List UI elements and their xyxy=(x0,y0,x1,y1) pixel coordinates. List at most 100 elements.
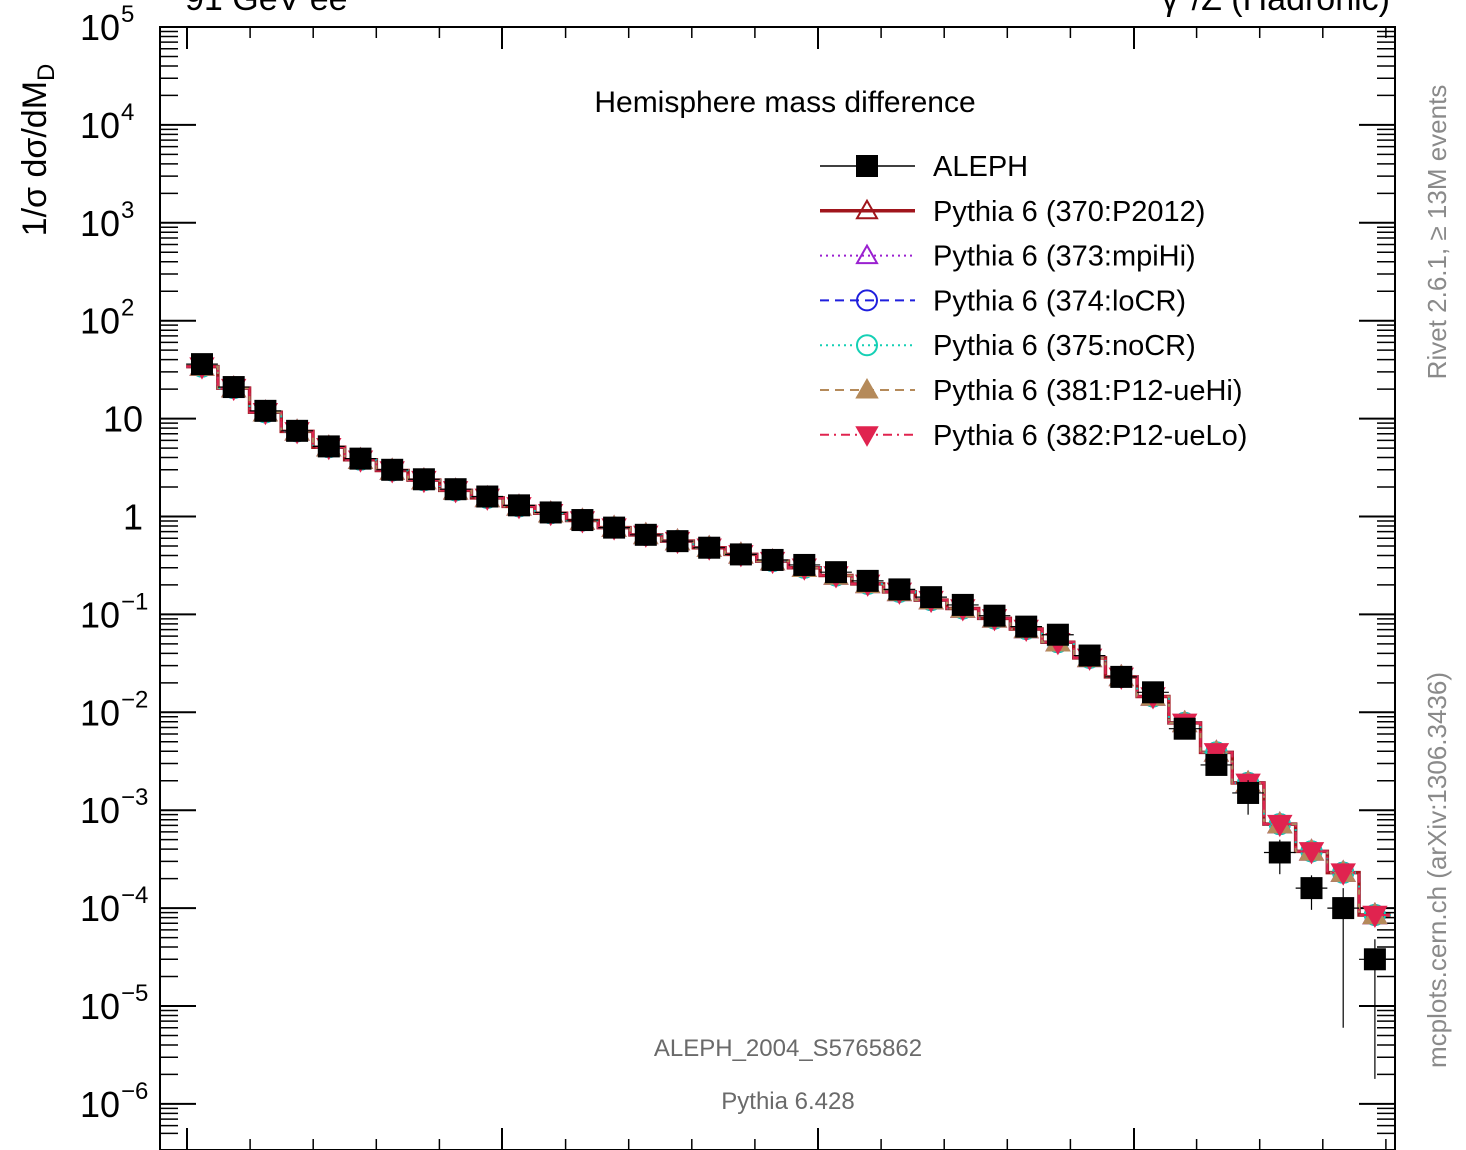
data-point xyxy=(1110,665,1133,688)
y-tick-exponent: −5 xyxy=(121,980,148,1007)
generator-note: Pythia 6.428 xyxy=(721,1088,854,1115)
legend-label: Pythia 6 (370:P2012) xyxy=(933,196,1205,228)
legend-marker xyxy=(855,198,879,220)
legend-marker xyxy=(855,426,879,447)
data-point xyxy=(793,553,816,576)
legend-marker xyxy=(855,243,879,265)
data-point xyxy=(1046,623,1069,646)
legend-marker xyxy=(856,155,878,177)
legend-entry: Pythia 6 (375:noCR) xyxy=(820,330,1196,362)
data-point xyxy=(1237,781,1260,804)
legend-label: Pythia 6 (374:loCR) xyxy=(933,285,1186,317)
data-point xyxy=(1362,905,1388,929)
y-tick-exponent: 2 xyxy=(121,295,134,322)
y-tick-label: 10 xyxy=(80,790,120,831)
data-point xyxy=(856,569,879,592)
legend-entry: Pythia 6 (370:P2012) xyxy=(820,196,1205,228)
data-point xyxy=(634,523,657,546)
legend-marker xyxy=(856,289,878,312)
data-point xyxy=(444,478,467,501)
y-tick-label: 10 xyxy=(80,203,120,244)
header-left-text: 91 GeV ee xyxy=(185,0,348,18)
data-point xyxy=(317,435,340,458)
data-point xyxy=(1268,841,1291,864)
data-point xyxy=(983,604,1006,627)
data-point xyxy=(1300,877,1323,900)
data-point xyxy=(476,485,499,508)
legend-label: Pythia 6 (373:mpiHi) xyxy=(933,241,1196,273)
y-tick-exponent: 4 xyxy=(121,99,134,126)
data-point xyxy=(1298,842,1325,865)
data-point xyxy=(1205,753,1228,776)
data-point xyxy=(729,543,752,566)
data-point xyxy=(508,494,530,517)
series-0 xyxy=(186,353,1391,1079)
data-point xyxy=(381,458,404,481)
legend-entry: Pythia 6 (381:P12-ueHi) xyxy=(820,375,1243,407)
data-point xyxy=(1363,948,1386,971)
legend-entry: ALEPH xyxy=(820,151,1028,183)
side-text-bottom: mcplots.cern.ch (arXiv:1306.3436) xyxy=(1422,672,1452,1068)
data-point xyxy=(951,593,974,616)
data-point xyxy=(761,548,784,571)
data-point xyxy=(286,419,309,442)
plot-frame xyxy=(159,26,1396,1150)
legend: ALEPH Pythia 6 (370:P2012) Pythia 6 (373:m… xyxy=(820,151,1247,452)
axis-ticks xyxy=(160,26,1395,1150)
y-tick-label: 10 xyxy=(80,594,120,635)
y-tick-label: 10 xyxy=(80,692,120,733)
legend-entry: Pythia 6 (374:loCR) xyxy=(820,285,1186,317)
data-point xyxy=(888,578,911,601)
legend-label: Pythia 6 (381:P12-ueHi) xyxy=(933,375,1243,407)
series-group xyxy=(186,353,1391,1079)
legend-entry: Pythia 6 (373:mpiHi) xyxy=(820,241,1196,273)
data-point xyxy=(1332,897,1355,920)
data-point xyxy=(349,447,372,470)
data-point xyxy=(1015,615,1038,638)
data-point xyxy=(222,376,245,399)
data-point xyxy=(254,399,277,422)
data-point xyxy=(412,468,435,491)
data-point xyxy=(1142,681,1164,704)
legend-marker xyxy=(856,334,878,357)
y-tick-exponent: −6 xyxy=(121,1078,148,1105)
data-point xyxy=(191,353,213,376)
data-point xyxy=(603,516,626,539)
y-tick-exponent: −1 xyxy=(121,588,148,615)
analysis-note: ALEPH_2004_S5765862 xyxy=(654,1035,922,1062)
data-point xyxy=(1330,863,1356,886)
legend-label: Pythia 6 (382:P12-ueLo) xyxy=(933,420,1247,452)
y-tick-label: 10 xyxy=(80,1084,120,1125)
legend-entry: Pythia 6 (382:P12-ueLo) xyxy=(820,420,1247,452)
data-point xyxy=(666,530,689,553)
legend-label: ALEPH xyxy=(933,151,1028,183)
legend-label: Pythia 6 (375:noCR) xyxy=(933,330,1196,362)
y-axis-title: 1/σ dσ/dMD xyxy=(16,64,60,237)
data-point xyxy=(1173,717,1196,740)
data-point xyxy=(920,586,943,609)
y-tick-label: 10 xyxy=(80,888,120,929)
data-point xyxy=(1267,814,1293,838)
data-point xyxy=(825,561,847,584)
y-tick-label: 10 xyxy=(80,7,120,48)
y-tick-exponent: −4 xyxy=(121,882,148,909)
y-tick-label: 10 xyxy=(103,399,143,440)
y-tick-exponent: 3 xyxy=(121,197,134,224)
data-point xyxy=(571,509,594,532)
data-point xyxy=(1078,644,1101,667)
data-point xyxy=(539,501,562,524)
chart-title: Hemisphere mass difference xyxy=(594,86,975,119)
data-point xyxy=(698,536,721,559)
y-tick-label: 1 xyxy=(123,497,143,538)
y-tick-label: 10 xyxy=(80,105,120,146)
legend-marker xyxy=(855,377,879,399)
y-tick-exponent: −3 xyxy=(121,784,148,811)
y-tick-exponent: 5 xyxy=(121,1,134,28)
side-text-top: Rivet 2.6.1, ≥ 13M events xyxy=(1422,85,1452,380)
header-right-text: γ*/Z (Hadronic) xyxy=(1161,0,1390,18)
data-point xyxy=(1203,743,1230,766)
y-tick-label: 10 xyxy=(80,986,120,1027)
y-tick-exponent: −2 xyxy=(121,686,148,713)
